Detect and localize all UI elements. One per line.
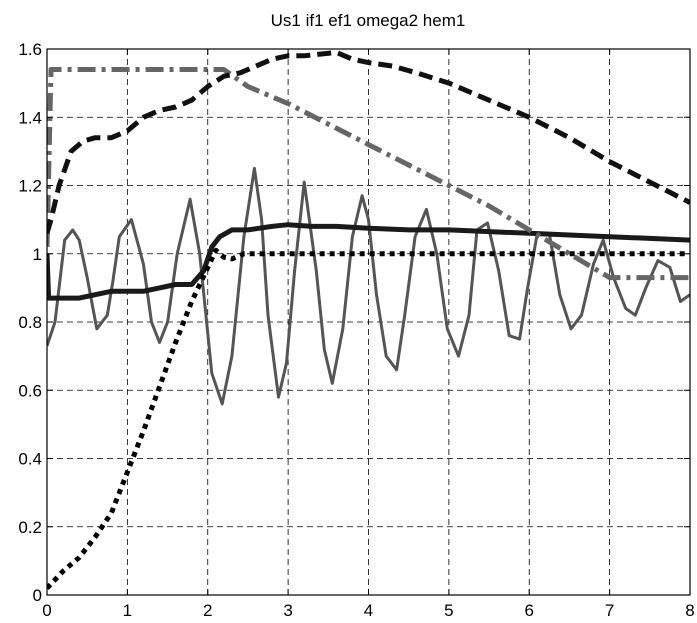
series-line-1 [47, 166, 690, 406]
x-tick-label: 5 [444, 601, 453, 620]
chart-title: Us1 if1 ef1 omega2 hem1 [271, 11, 466, 30]
x-tick-label: 1 [123, 601, 132, 620]
x-tick-label: 4 [364, 601, 373, 620]
series-group [47, 49, 690, 590]
x-tick-label: 8 [685, 601, 694, 620]
series-line-3 [47, 247, 690, 590]
y-tick-label: 1.4 [18, 108, 42, 127]
y-tick-label: 0.4 [18, 450, 42, 469]
y-tick-label: 0.6 [18, 381, 42, 400]
x-tick-label: 3 [283, 601, 292, 620]
series-line-2 [47, 222, 690, 301]
y-tick-label: 0.2 [18, 518, 42, 537]
x-tick-label: 2 [203, 601, 212, 620]
series-line-4 [47, 67, 690, 281]
y-tick-label: 0 [33, 586, 42, 605]
series-line-5 [47, 49, 690, 235]
y-tick-label: 1 [33, 245, 42, 264]
x-tick-label: 6 [525, 601, 534, 620]
y-tick-label: 1.6 [18, 40, 42, 59]
x-tick-label: 0 [42, 601, 51, 620]
axis-ticks: 0 1 2 3 4 5 6 7 8 0 0.2 0.4 0.6 0.8 1 1.2 1.4 1.6 [18, 40, 694, 620]
x-tick-label: 7 [605, 601, 614, 620]
y-tick-label: 0.8 [18, 313, 42, 332]
y-tick-label: 1.2 [18, 177, 42, 196]
